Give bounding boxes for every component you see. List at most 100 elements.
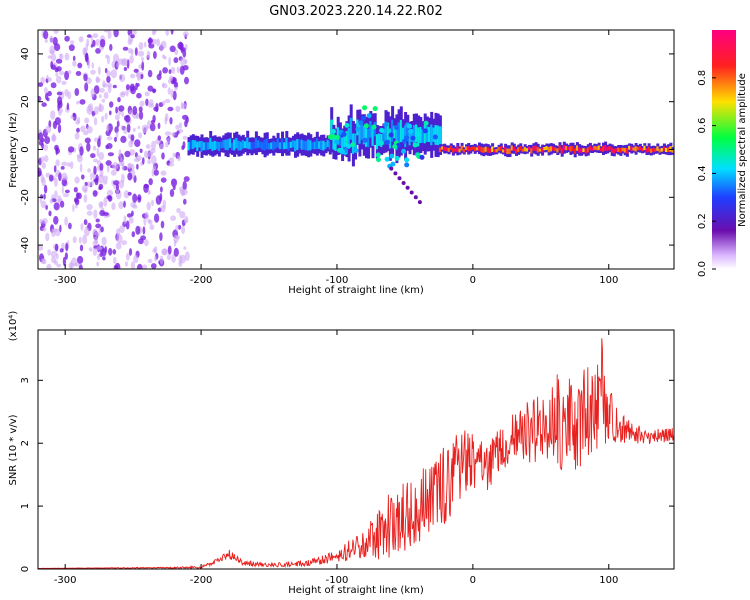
noise-blob <box>125 252 130 261</box>
noise-blob <box>183 31 189 37</box>
noise-blob <box>64 252 68 260</box>
noise-blob <box>88 247 93 252</box>
tail-blob <box>409 190 414 195</box>
noise-blob <box>137 196 141 201</box>
noise-blob <box>150 119 156 124</box>
noise-blob <box>123 127 128 135</box>
noise-blob <box>68 44 75 52</box>
noise-blob <box>80 223 84 231</box>
noise-blob <box>160 220 165 229</box>
band-core <box>617 147 621 152</box>
perturbation-blob <box>410 135 416 141</box>
noise-blob <box>105 144 109 150</box>
noise-blob <box>115 242 122 250</box>
noise-blob <box>90 69 96 75</box>
band-core <box>654 148 658 152</box>
band-core <box>244 141 247 149</box>
noise-blob <box>92 190 98 197</box>
band-core <box>412 125 416 144</box>
noise-blob <box>122 46 129 51</box>
noise-blob <box>102 256 106 261</box>
band-core <box>367 128 371 148</box>
band-core <box>584 148 588 154</box>
noise-blob <box>168 69 172 74</box>
perturbation-blob <box>361 115 366 121</box>
noise-blob <box>78 264 83 269</box>
noise-blob <box>179 189 185 195</box>
noise-blob <box>105 160 112 166</box>
band-core <box>451 148 455 153</box>
band-core <box>478 145 481 151</box>
perturbation-blob <box>350 142 356 148</box>
y-tick-label: 3 <box>20 377 31 383</box>
noise-blob <box>170 88 174 98</box>
colorbar-tick-label: 0.4 <box>697 165 708 181</box>
noise-blob <box>107 152 114 157</box>
band-core <box>278 142 282 150</box>
noise-blob <box>95 38 100 46</box>
noise-blob <box>86 204 93 211</box>
noise-blob <box>119 92 126 98</box>
noise-blob <box>53 30 59 34</box>
band-core <box>628 145 632 150</box>
noise-blob <box>156 38 161 47</box>
noise-blob <box>93 158 99 163</box>
band-core <box>406 124 410 141</box>
noise-blob <box>129 54 134 64</box>
noise-blob <box>116 62 120 68</box>
noise-blob <box>131 231 136 238</box>
noise-blob <box>72 60 77 67</box>
band-core <box>235 138 239 149</box>
noise-blob <box>116 234 123 244</box>
noise-blob <box>165 141 169 148</box>
perturbation-blob <box>394 125 399 130</box>
noise-blob <box>54 144 59 151</box>
band-core <box>423 124 427 144</box>
noise-blob <box>102 80 106 88</box>
noise-blob <box>73 187 78 193</box>
band-core <box>315 138 319 150</box>
noise-blob <box>49 49 55 55</box>
band-core <box>365 128 368 147</box>
noise-blob <box>54 190 58 199</box>
noise-blob <box>132 193 138 203</box>
noise-blob <box>81 174 85 180</box>
x-tick-label: 0 <box>470 275 476 286</box>
band-core <box>547 147 551 153</box>
noise-blob <box>93 117 98 126</box>
noise-blob <box>41 162 46 169</box>
noise-blob <box>56 169 60 175</box>
band-core <box>343 134 347 148</box>
noise-blob <box>132 127 136 132</box>
noise-blob <box>182 135 187 140</box>
noise-blob <box>120 135 127 143</box>
noise-blob <box>143 183 149 193</box>
noise-blob <box>159 193 163 202</box>
noise-blob <box>74 262 81 267</box>
noise-blob <box>57 195 62 203</box>
noise-blob <box>167 137 171 144</box>
band-core <box>332 134 336 150</box>
band-core <box>281 138 284 150</box>
noise-blob <box>121 240 128 246</box>
noise-blob <box>95 218 100 223</box>
band-core <box>552 146 555 151</box>
noise-blob <box>146 50 151 59</box>
noise-blob <box>55 75 62 84</box>
noise-blob <box>128 248 133 256</box>
perturbation-blob <box>363 123 369 129</box>
noise-blob <box>124 150 131 158</box>
noise-blob <box>101 98 106 103</box>
noise-blob <box>179 211 186 219</box>
noise-blob <box>61 172 68 181</box>
noise-blob <box>72 236 77 244</box>
perturbation-blob <box>331 128 336 134</box>
noise-blob <box>103 91 109 100</box>
band-core <box>322 140 326 151</box>
noise-blob <box>128 140 134 148</box>
band-core <box>658 148 662 153</box>
band-core <box>532 146 536 151</box>
noise-blob <box>74 176 80 184</box>
noise-blob <box>96 147 100 157</box>
